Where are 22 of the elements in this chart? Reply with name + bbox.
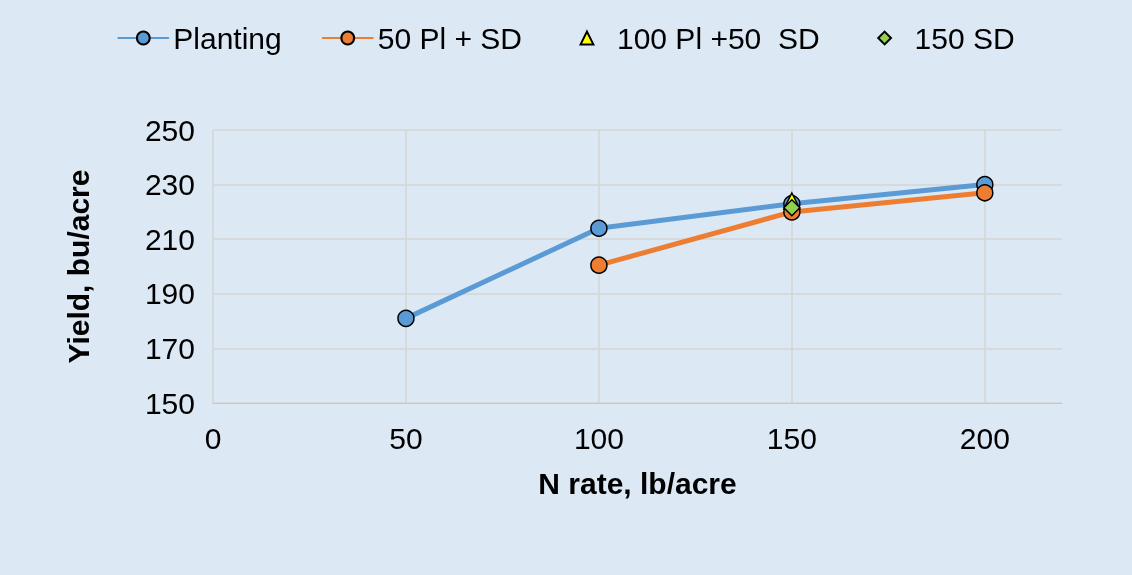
point [590, 219, 608, 238]
x-tick-label: 150 [766, 421, 817, 455]
y-tick-label: 150 [144, 386, 195, 420]
x-tick-label: 0 [204, 421, 222, 455]
x-tick-label: 200 [959, 421, 1010, 455]
legend-label: 100 Pl +50 SD [616, 21, 820, 55]
point [976, 184, 994, 202]
legend-label: 50 Pl + SD [377, 21, 522, 55]
x-tick-label: 100 [573, 421, 624, 455]
legend-label: 150 SD [914, 21, 1015, 55]
point [397, 309, 415, 328]
y-tick-label: 190 [144, 277, 195, 311]
y-tick-label: 170 [144, 331, 195, 365]
legend-label: Planting [173, 21, 282, 55]
x-tick-label: 50 [389, 421, 423, 455]
y-tick-label: 230 [144, 168, 195, 202]
point [590, 256, 608, 274]
y-axis-title: Yield, bu/acre [61, 169, 95, 364]
y-tick-label: 250 [144, 113, 195, 147]
y-tick-label: 210 [144, 222, 195, 256]
x-axis-title: N rate, lb/acre [538, 466, 737, 500]
point [783, 199, 801, 217]
